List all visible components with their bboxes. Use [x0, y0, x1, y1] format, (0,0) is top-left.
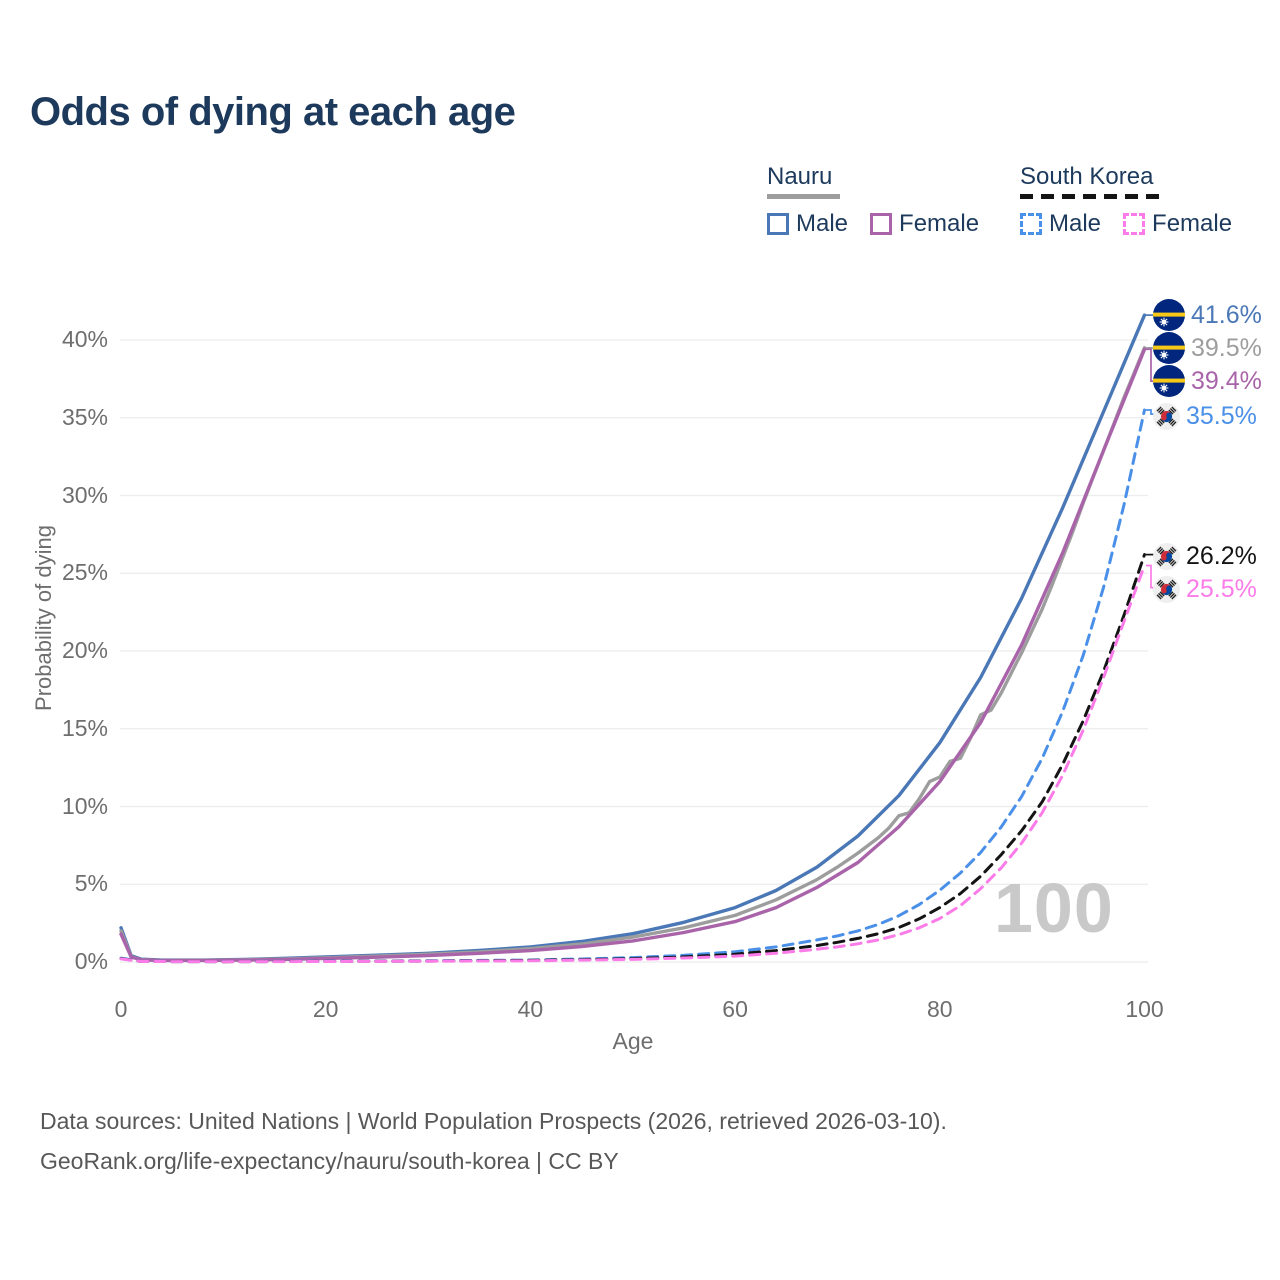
- nauru-male-swatch-icon[interactable]: [767, 213, 789, 235]
- y-tick-label: 0%: [74, 948, 108, 974]
- end-value-nauru-male: 41.6%: [1191, 300, 1262, 329]
- end-label-south-korea-female: 25.5%: [1153, 575, 1257, 604]
- legend-item-south-korea-female[interactable]: Female: [1123, 210, 1232, 238]
- nauru-flag-icon: [1153, 299, 1185, 332]
- legend-item-nauru-male[interactable]: Male: [767, 210, 848, 238]
- end-label-south-korea-male: 35.5%: [1153, 402, 1257, 431]
- south-korea-flag-icon: [1153, 543, 1180, 571]
- legend-label-south-korea-male: Male: [1049, 210, 1102, 237]
- y-tick-label: 5%: [74, 870, 108, 897]
- nauru-flag-icon: [1153, 365, 1185, 398]
- x-tick-label: 0: [114, 996, 128, 1022]
- end-label-south-korea-overall: 26.2%: [1153, 542, 1257, 571]
- x-tick-label: 40: [517, 996, 544, 1022]
- x-tick-label: 100: [1125, 996, 1164, 1022]
- y-tick-label: 40%: [61, 326, 108, 352]
- y-axis-title: Probability of dying: [31, 525, 56, 711]
- legend-header-south-korea: South Korea: [1020, 163, 1154, 190]
- x-tick-label: 80: [927, 996, 953, 1022]
- x-tick-label: 20: [312, 996, 339, 1022]
- south-korea-male-swatch-icon[interactable]: [1020, 213, 1042, 235]
- legend-label-nauru-male: Male: [796, 210, 849, 237]
- end-label-nauru-overall: 39.5%: [1153, 332, 1262, 365]
- south-korea-flag-icon: [1153, 402, 1180, 430]
- y-tick-label: 20%: [61, 637, 108, 663]
- legend-line-sample-south-korea: [1020, 194, 1162, 199]
- end-value-south-korea-overall: 26.2%: [1186, 542, 1257, 571]
- series-line-south-korea-overall: [119, 553, 1146, 964]
- legend-group-nauru: Nauru Male Female: [767, 163, 979, 238]
- legend-item-nauru-female[interactable]: Female: [870, 210, 979, 238]
- legend-item-south-korea-male[interactable]: Male: [1020, 210, 1101, 238]
- nauru-female-swatch-icon[interactable]: [870, 213, 893, 235]
- y-tick-label: 25%: [61, 559, 108, 586]
- y-tick-label: 35%: [61, 403, 108, 430]
- page-title: Odds of dying at each age: [30, 90, 516, 134]
- legend-label-nauru-female: Female: [899, 210, 980, 237]
- legend-group-south-korea: South Korea Male Female: [1020, 163, 1232, 238]
- x-axis-title: Age: [612, 1028, 654, 1054]
- end-value-south-korea-female: 25.5%: [1186, 575, 1257, 604]
- legend-header-nauru: Nauru: [767, 163, 833, 190]
- series-line-south-korea-female: [119, 564, 1146, 964]
- x-tick-label: 60: [722, 996, 748, 1022]
- data-source-text: Data sources: United Nations | World Pop…: [40, 1108, 947, 1134]
- end-label-nauru-female: 39.4%: [1153, 365, 1262, 398]
- end-value-nauru-female: 39.4%: [1191, 366, 1262, 395]
- end-value-south-korea-male: 35.5%: [1186, 401, 1257, 430]
- south-korea-flag-icon: [1153, 576, 1180, 604]
- y-tick-label: 30%: [61, 481, 108, 508]
- y-tick-label: 10%: [61, 792, 108, 819]
- nauru-flag-icon: [1153, 332, 1185, 365]
- south-korea-female-swatch-icon[interactable]: [1123, 213, 1146, 235]
- legend-label-south-korea-female: Female: [1152, 210, 1233, 237]
- end-label-nauru-male: 41.6%: [1153, 299, 1262, 332]
- legend-line-sample-nauru: [767, 194, 840, 199]
- age-cursor-watermark: 100: [994, 869, 1114, 947]
- end-value-nauru-overall: 39.5%: [1191, 333, 1262, 362]
- attribution-text: GeoRank.org/life-expectancy/nauru/south-…: [40, 1148, 619, 1174]
- y-tick-label: 15%: [61, 714, 108, 741]
